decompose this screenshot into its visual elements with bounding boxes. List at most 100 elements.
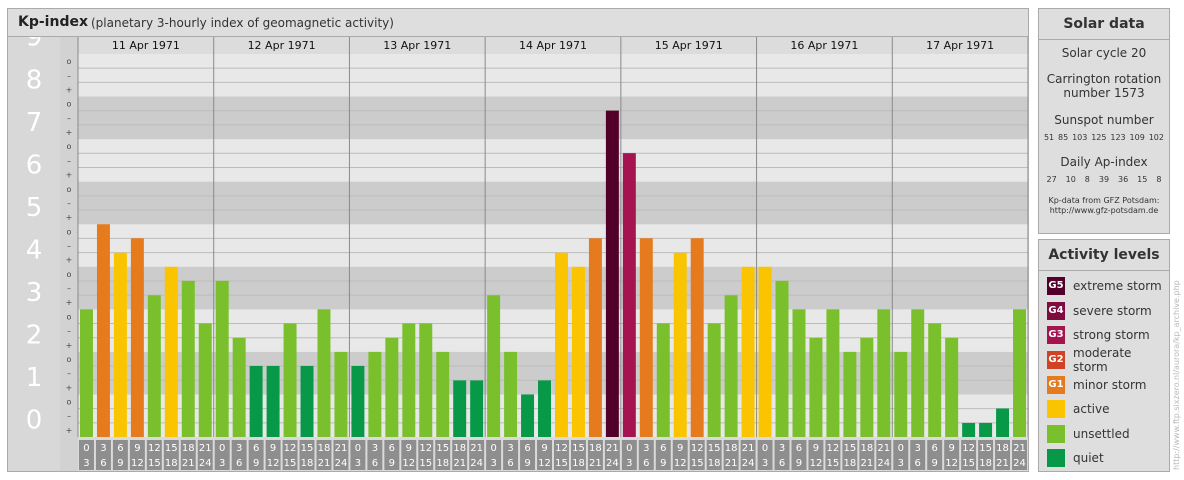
interval-label-box [808,440,824,470]
interval-start-label: 15 [844,443,857,454]
interval-start-label: 9 [677,443,683,454]
interval-start-label: 6 [796,443,802,454]
interval-end-label: 24 [877,458,890,469]
level-label: unsettled [1073,426,1130,441]
interval-end-label: 9 [932,458,938,469]
interval-end-label: 6 [779,458,785,469]
kp-band [78,266,1028,310]
kp-bar [215,280,229,437]
interval-label-box [333,440,349,470]
kp-bar [809,337,823,437]
solar-cycle: Solar cycle 20 [1061,46,1147,60]
interval-label-box [961,440,977,470]
interval-label-box [859,440,875,470]
interval-start-label: 3 [915,443,921,454]
interval-label-box [146,440,162,470]
chart-subtitle: (planetary 3-hourly index of geomagnetic… [91,16,394,30]
interval-end-label: 6 [643,458,649,469]
interval-start-label: 3 [643,443,649,454]
ap-value: 8 [1156,175,1162,184]
y-tick-label: 5 [26,193,43,223]
kp-bar [232,337,246,437]
level-swatch: G3 [1047,326,1065,345]
interval-start-label: 18 [725,443,738,454]
interval-label-box [384,440,400,470]
ap-index-title: Daily Ap-index [1060,155,1148,169]
interval-start-label: 21 [335,443,348,454]
kp-bar [979,422,993,437]
level-swatch [1047,400,1065,419]
kp-bar [724,295,738,437]
interval-end-label: 15 [691,458,704,469]
interval-label-box [180,440,196,470]
sub-tick-label: – [67,412,71,421]
interval-label-box [214,440,230,470]
sunspot-value: 123 [1110,133,1126,142]
sub-tick-label: o [67,398,72,407]
interval-start-label: 9 [270,443,276,454]
sub-tick-label: + [66,213,73,222]
sub-tick-column [60,37,78,471]
interval-label-box [893,440,909,470]
ap-value: 10 [1065,175,1076,184]
interval-start-label: 9 [406,443,412,454]
interval-label-box [604,440,620,470]
sub-tick-label: o [67,312,72,321]
kp-bar [911,309,925,437]
level-swatch: G1 [1047,375,1065,394]
sub-tick-label: – [67,327,71,336]
interval-label-box [231,440,247,470]
kp-bar-chart: 0123456789+–o+–o+–o+–o+–o+–o+–o+–o+–o11 … [8,37,1028,471]
interval-start-label: 3 [507,443,513,454]
interval-end-label: 18 [844,458,857,469]
kp-bar [962,422,976,437]
kp-bar [538,380,551,437]
level-row-strong-storm: G3 strong storm [1039,323,1169,348]
kp-bar [707,323,721,437]
solar-data-panel: Solar data Solar cycle 20 Carrington rot… [1038,8,1170,234]
interval-end-label: 6 [915,458,921,469]
level-swatch: G2 [1047,351,1065,370]
interval-label-box [944,440,960,470]
kp-bar [351,365,365,437]
interval-end-label: 6 [236,458,242,469]
interval-start-label: 21 [199,443,212,454]
kp-bar [470,380,484,437]
kp-bar [147,295,161,437]
interval-label-box [689,440,705,470]
date-header-row [78,37,1028,54]
interval-end-label: 6 [372,458,378,469]
kp-bar [1013,309,1026,437]
sub-tick-label: + [66,298,73,307]
data-credit-line-2: http://www.gfz-potsdam.de [1049,206,1159,215]
interval-start-label: 0 [83,443,89,454]
interval-label-box [452,440,468,470]
level-row-unsettled: unsettled [1039,422,1169,447]
kp-bar [266,365,280,437]
kp-bar [113,252,127,437]
sunspot-value: 125 [1091,133,1107,142]
y-axis-column [8,37,60,471]
kp-bar [130,238,144,437]
sunspot-value: 102 [1148,133,1164,142]
kp-bar [521,394,535,437]
chart-header: Kp-index (planetary 3-hourly index of ge… [8,9,1028,37]
sub-tick-label: – [67,199,71,208]
interval-end-label: 3 [626,458,632,469]
interval-start-label: 12 [962,443,975,454]
interval-start-label: 0 [490,443,496,454]
interval-end-label: 12 [945,458,958,469]
y-tick-label: 0 [26,406,43,436]
interval-end-label: 24 [606,458,619,469]
interval-end-label: 18 [165,458,178,469]
kp-band [78,181,1028,225]
interval-label-box [197,440,213,470]
interval-start-label: 18 [318,443,331,454]
level-label: strong storm [1073,328,1150,343]
interval-end-label: 24 [199,458,212,469]
interval-start-label: 18 [182,443,195,454]
interval-label-box [299,440,315,470]
kp-bar [690,238,704,437]
interval-start-label: 0 [762,443,768,454]
interval-start-label: 21 [1013,443,1026,454]
